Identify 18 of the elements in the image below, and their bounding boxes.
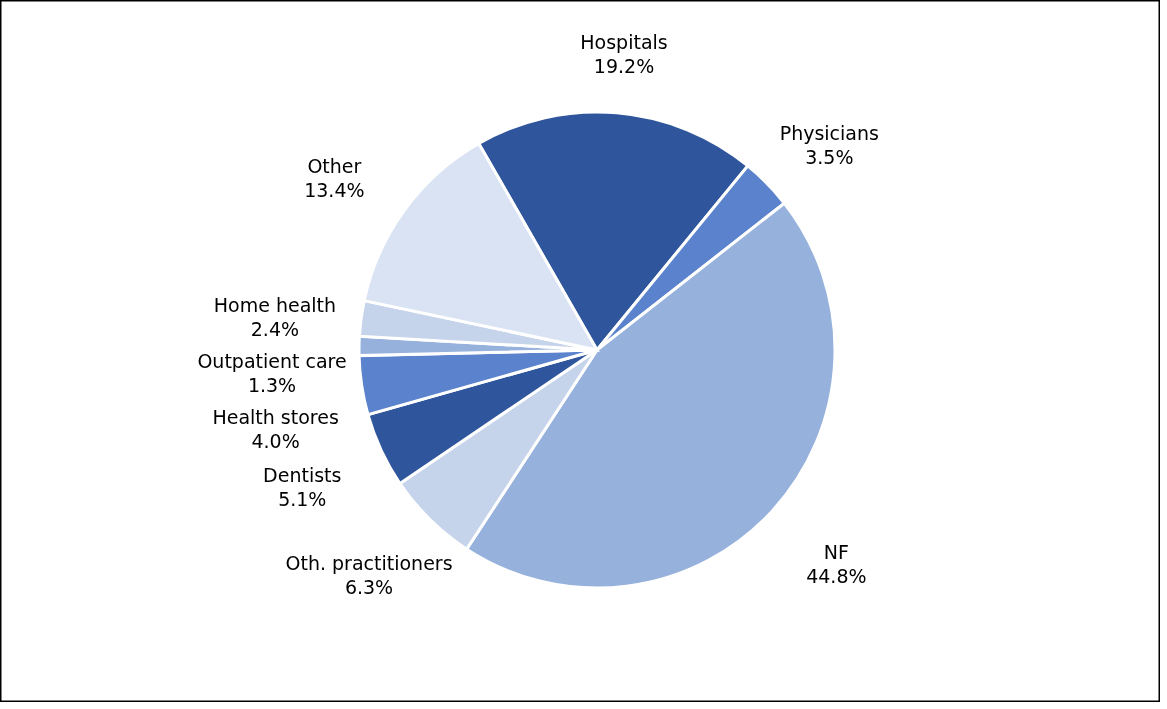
data-label: 13.4% [304, 179, 365, 202]
slice-label: Dentists [263, 463, 342, 486]
slice-label: NF [823, 541, 849, 564]
data-label: 6.3% [344, 576, 394, 599]
slice-label: Home health [213, 294, 337, 317]
data-label: 3.5% [805, 145, 854, 168]
data-label: 4.0% [251, 430, 300, 453]
slice-label: Outpatient care [197, 350, 347, 373]
data-label: 44.8% [806, 565, 867, 588]
data-label: 1.3% [247, 374, 297, 397]
slice-label: Physicians [779, 121, 879, 144]
data-label: 2.4% [250, 318, 300, 341]
slice-label: Other [307, 155, 362, 178]
data-label: 19.2% [593, 55, 655, 78]
slice-label: Oth. practitioners [285, 552, 453, 575]
slice-label: Hospitals [580, 31, 668, 54]
data-label: 5.1% [278, 487, 327, 510]
slice-label: Health stores [212, 406, 339, 429]
